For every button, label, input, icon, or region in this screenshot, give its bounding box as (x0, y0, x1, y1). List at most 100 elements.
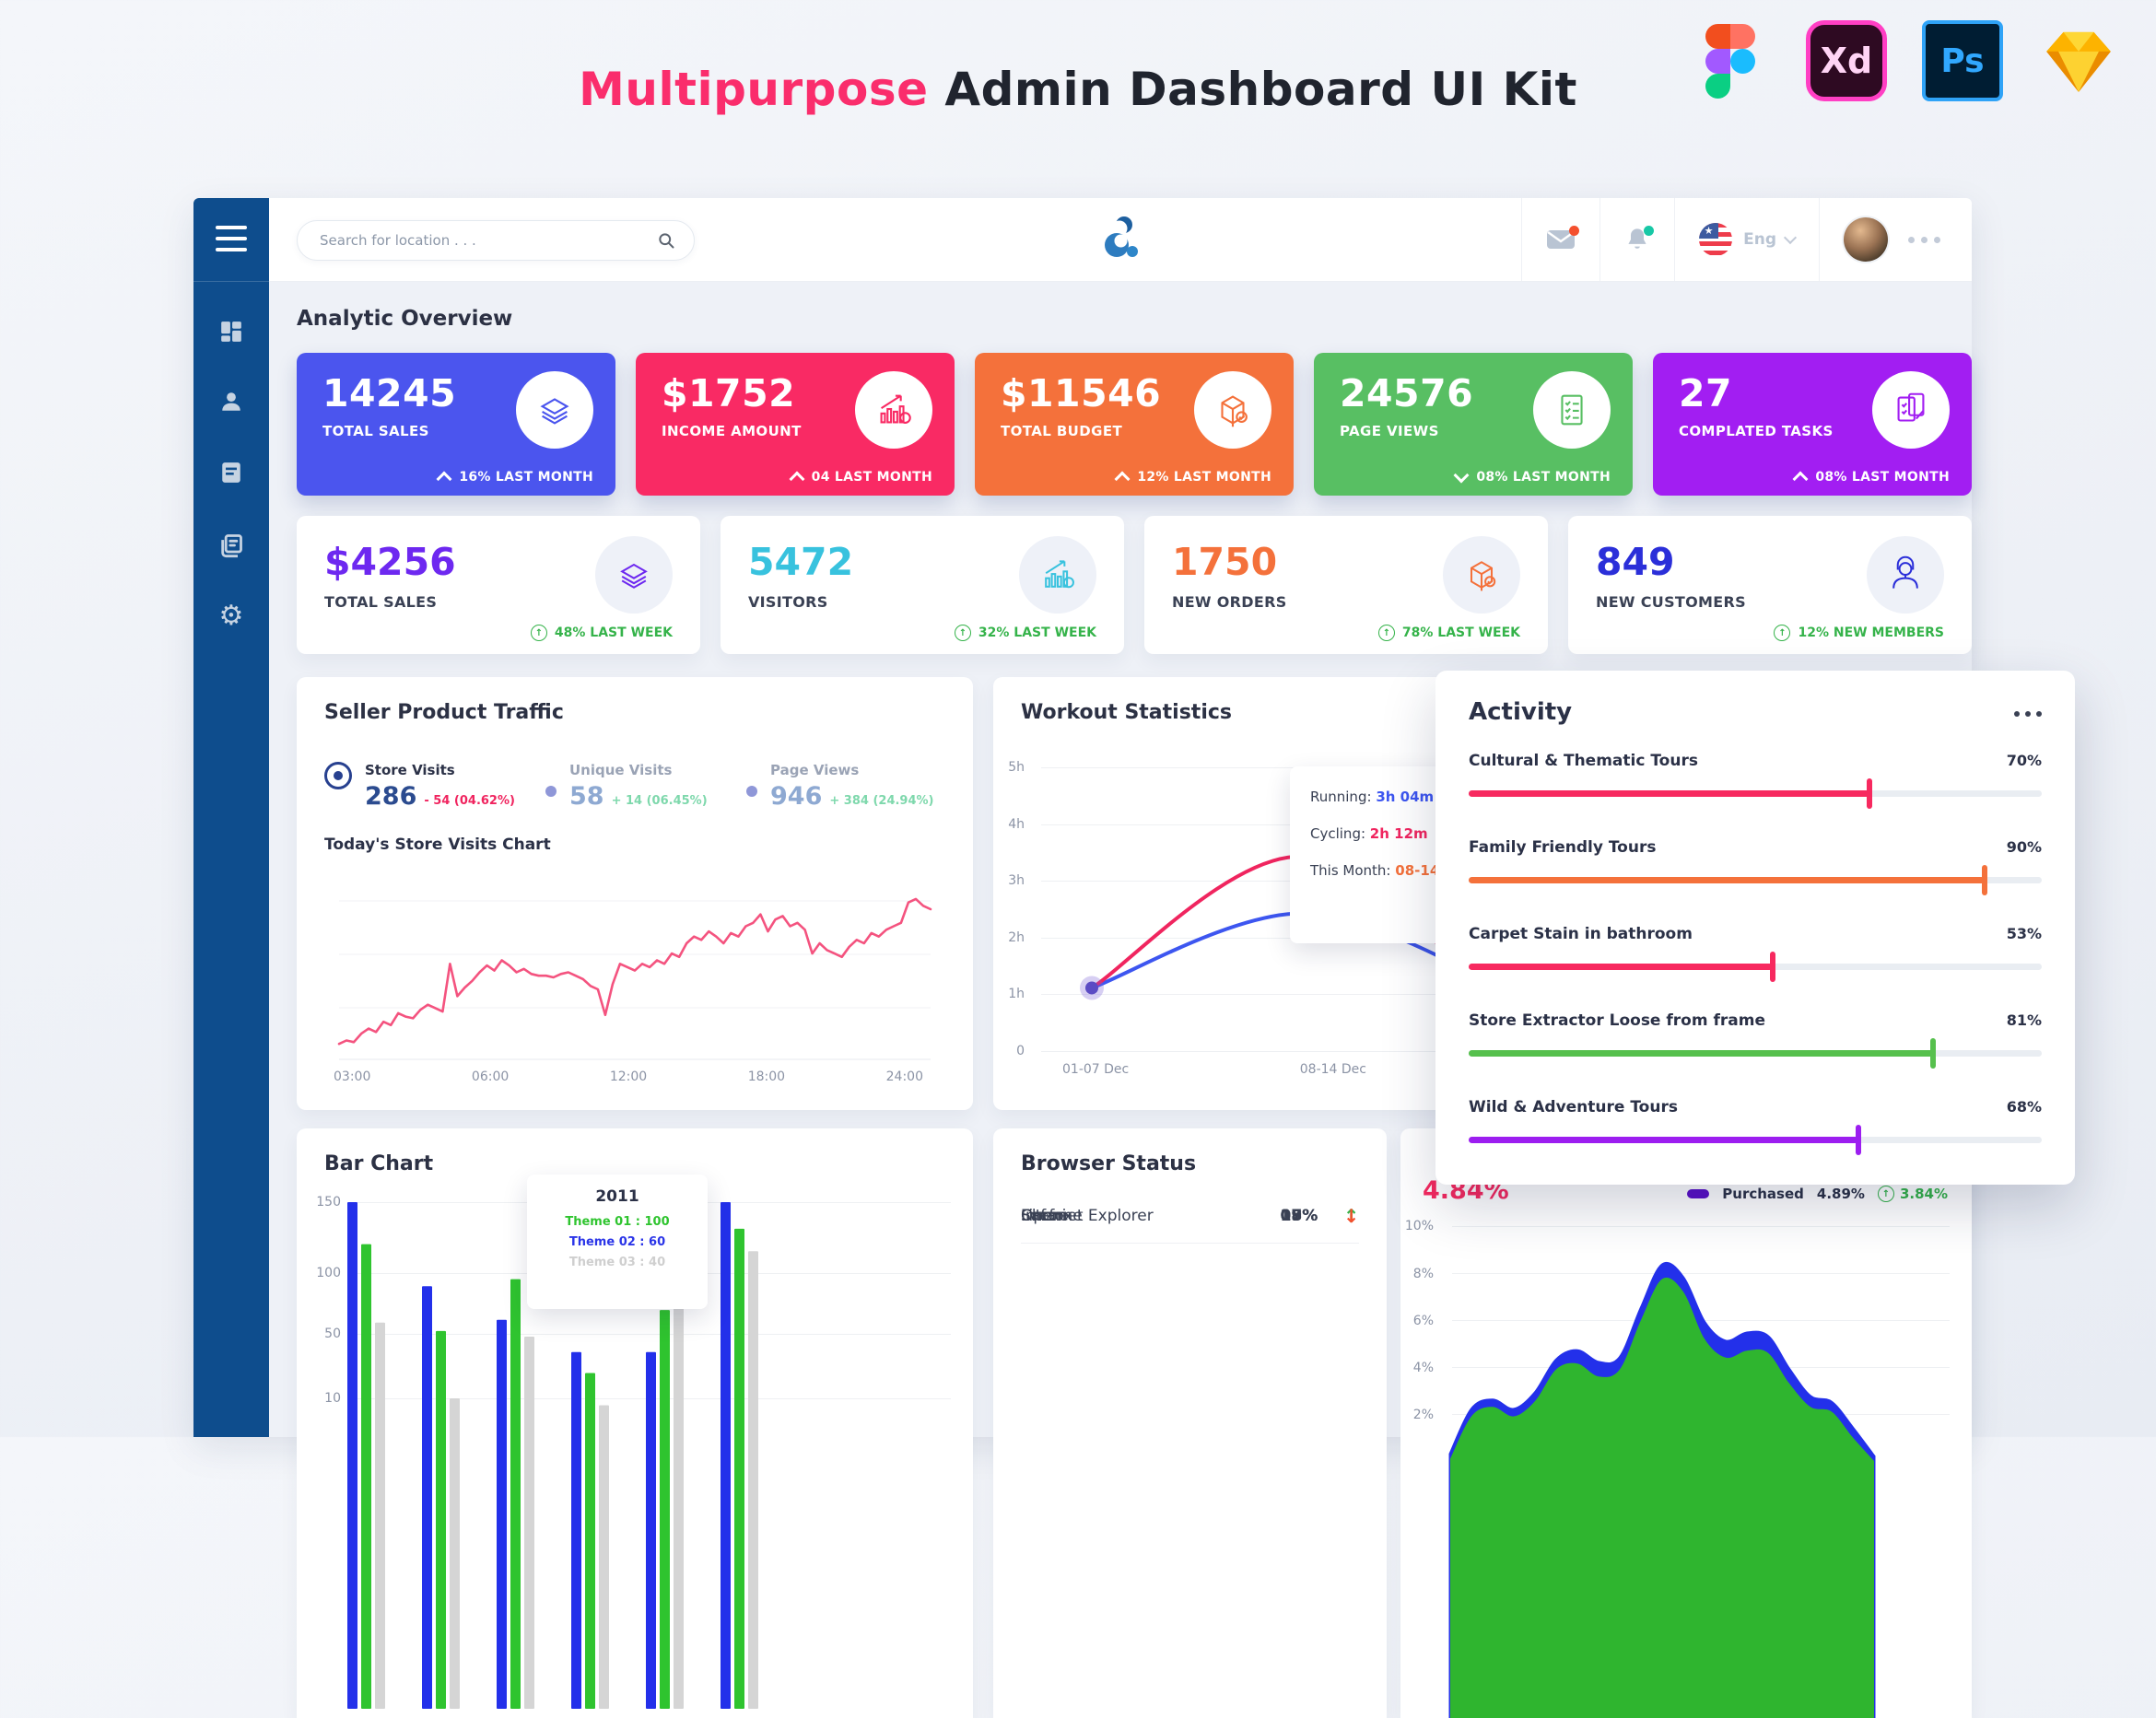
stat-label: VISITORS (748, 593, 828, 611)
slider-track[interactable] (1469, 865, 2042, 895)
support-person-icon (1867, 536, 1944, 614)
app-logo[interactable] (1099, 215, 1142, 264)
metric-store-visits[interactable]: Store Visits 286 - 54 (04.62%) (324, 762, 515, 811)
stat-label: NEW CUSTOMERS (1596, 593, 1746, 611)
stat-card-total-budget[interactable]: $11546 TOTAL BUDGET 12% LAST MONTH (975, 353, 1294, 496)
activity-panel: Activity Cultural & Thematic Tours 70% F… (1435, 671, 2075, 1185)
up-circle-icon: ↑ (1877, 1186, 1894, 1202)
user-icon (222, 392, 240, 411)
slider-handle[interactable] (1929, 1038, 1936, 1069)
up-circle-icon: ↑ (954, 625, 971, 641)
slider-handle[interactable] (1769, 952, 1775, 982)
stat-delta: 16% LAST MONTH (459, 470, 593, 485)
stat-value: 27 (1679, 371, 1733, 415)
menu-toggle-icon[interactable] (216, 226, 247, 259)
trend-arrow-icon: ↑ (1343, 1205, 1359, 1227)
trend-arrow-icon: ↑ (1343, 1205, 1359, 1227)
slider-track[interactable] (1469, 778, 2042, 809)
stat-label: TOTAL SALES (324, 593, 438, 611)
language-selector[interactable]: Eng (1674, 198, 1819, 281)
slider-handle[interactable] (1867, 778, 1873, 809)
stat-delta: 08% LAST MONTH (1815, 470, 1950, 485)
legend-label: Purchased (1722, 1186, 1804, 1202)
stat-note: 12% NEW MEMBERS (1798, 625, 1944, 640)
sidebar-item-settings[interactable]: ⚙ (193, 598, 269, 635)
stat-value: 5472 (748, 540, 854, 584)
browser-row-internet-explorer[interactable]: Internet Explorer 17% ↑ (1021, 1189, 1359, 1244)
activity-slider-cultural-thematic-tours: Cultural & Thematic Tours 70% (1469, 752, 2042, 835)
radio-dot-icon[interactable] (545, 786, 557, 797)
messages-badge (1569, 226, 1580, 236)
x-axis-labels: 01-07 Dec 08-14 Dec (1062, 1062, 1366, 1077)
messages-button[interactable] (1521, 198, 1599, 281)
chart-growth-icon (1019, 536, 1096, 614)
slider-track[interactable] (1469, 1038, 2042, 1069)
stat-label: NEW ORDERS (1172, 593, 1287, 611)
sidebar-item-customers[interactable] (193, 383, 269, 420)
card-title: Browser Status (1021, 1152, 1197, 1175)
light-card-total-sales[interactable]: $4256 TOTAL SALES ↑ 48% LAST WEEK (297, 516, 700, 654)
money-stack-icon (595, 536, 673, 614)
radio-selected-icon[interactable] (324, 762, 352, 789)
trend-caret-icon (1792, 471, 1809, 487)
metric-unique-visits[interactable]: Unique Visits 58 + 14 (06.45%) (545, 762, 708, 811)
figma-icon (1690, 20, 1771, 101)
stat-label: PAGE VIEWS (1340, 423, 1439, 439)
notifications-button[interactable] (1599, 198, 1674, 281)
sidebar-item-pages[interactable] (193, 527, 269, 564)
browser-row-firefox[interactable]: Firefox 15% ↑ (1021, 1189, 1359, 1244)
x-axis-labels: 03:00 06:00 12:00 18:00 24:00 (334, 1069, 923, 1084)
search-input[interactable] (318, 231, 657, 250)
card-title: Seller Product Traffic (324, 701, 564, 724)
stat-value: 1750 (1172, 540, 1278, 584)
trend-arrow-icon: ↑ (1343, 1205, 1359, 1227)
sidebar-item-dashboard[interactable] (193, 313, 269, 350)
sidebar-item-reports[interactable] (193, 454, 269, 491)
money-stack-icon (516, 371, 593, 449)
browser-row-opera[interactable]: Opere 09% ↓ (1021, 1205, 1359, 1227)
radio-dot-icon[interactable] (746, 786, 757, 797)
light-card-visitors[interactable]: 5472 VISITORS ↑ 32% LAST WEEK (721, 516, 1124, 654)
bell-icon (1628, 228, 1646, 249)
dashboard-grid-icon (221, 321, 241, 342)
stat-card-income-amount[interactable]: $1752 INCOME AMOUNT 04 LAST MONTH (636, 353, 955, 496)
slider-handle[interactable] (1855, 1125, 1861, 1155)
slider-track[interactable] (1469, 952, 2042, 982)
stat-card-completed-tasks[interactable]: 27 COMPLATED TASKS 08% LAST MONTH (1653, 353, 1972, 496)
activity-slider-carpet-stain: Carpet Stain in bathroom 53% (1469, 925, 2042, 1008)
stat-note: 78% LAST WEEK (1401, 625, 1520, 640)
up-circle-icon: ↑ (1774, 625, 1791, 641)
light-card-new-orders[interactable]: 1750 NEW ORDERS ↑ 78% LAST WEEK (1144, 516, 1548, 654)
more-options-icon[interactable] (1908, 236, 1940, 243)
activity-slider-wild-adventure-tours: Wild & Adventure Tours 68% (1469, 1098, 2042, 1181)
search-icon (659, 233, 674, 249)
trend-arrow-icon: ↓ (1343, 1205, 1359, 1227)
page-title-rest: Admin Dashboard UI Kit (928, 63, 1577, 116)
trend-caret-icon (1453, 467, 1470, 484)
purchased-area-chart (1448, 1261, 1876, 1718)
slider-handle[interactable] (1981, 865, 1987, 895)
checklist-icon (1533, 371, 1611, 449)
mail-icon (1547, 230, 1576, 249)
ellipsis-menu-icon[interactable] (2014, 711, 2042, 717)
stat-delta: 12% LAST MONTH (1137, 470, 1271, 485)
stat-card-page-views[interactable]: 24576 PAGE VIEWS 08% LAST MONTH (1314, 353, 1633, 496)
avatar[interactable] (1844, 217, 1888, 262)
trend-caret-icon (789, 471, 805, 487)
tasks-icon (1872, 371, 1950, 449)
slider-track[interactable] (1469, 1125, 2042, 1155)
metric-page-views[interactable]: Page Views 946 + 384 (24.94%) (746, 762, 933, 811)
stat-delta: 08% LAST MONTH (1476, 470, 1611, 485)
bar-tooltip: 2011 Theme 01 : 100 Theme 02 : 60 Theme … (527, 1175, 708, 1309)
month-value: 08-14 (1395, 862, 1440, 879)
top-nav: Eng (269, 198, 1972, 282)
stat-label: COMPLATED TASKS (1679, 423, 1834, 439)
light-card-new-customers[interactable]: 849 NEW CUSTOMERS ↑ 12% NEW MEMBERS (1568, 516, 1972, 654)
package-box-icon (1194, 371, 1271, 449)
stat-card-total-sales[interactable]: 14245 TOTAL SALES 16% LAST MONTH (297, 353, 615, 496)
search-box[interactable] (297, 220, 695, 261)
user-menu[interactable] (1819, 198, 1972, 281)
bar-chart-card: Bar Chart 150 100 50 10 2011 Theme 01 : … (297, 1128, 973, 1718)
section-heading: Analytic Overview (297, 307, 513, 331)
stat-value: $1752 (662, 371, 796, 415)
